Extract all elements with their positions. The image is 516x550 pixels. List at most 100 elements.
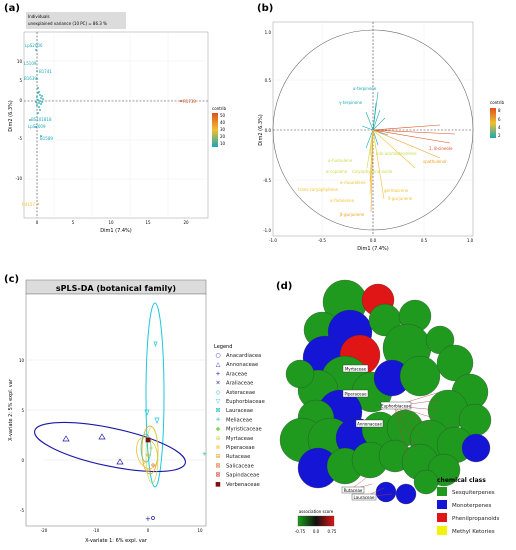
c-xlabel: X-variate 1: 6% expl. var xyxy=(85,538,148,544)
a-legend-tick-0: 50 xyxy=(220,113,226,118)
info-line-1: Individuals xyxy=(28,14,50,19)
d-class-label-2: Phenilpropanoids xyxy=(452,516,499,522)
b-legend-tick-3: 2 xyxy=(498,133,501,138)
d-node-circle-8 xyxy=(436,344,474,382)
a-ytick-1: 5 xyxy=(19,78,22,83)
b-xtick-2: 0.0 xyxy=(370,238,377,243)
c-legend-symbol-4: ◇ xyxy=(216,389,221,396)
info-box xyxy=(26,12,126,29)
a-label-8: R4157 xyxy=(22,202,35,207)
panel-b-label: (b) xyxy=(257,3,273,14)
b-legend-title: contrib xyxy=(490,100,505,105)
d-class-title: chemical class xyxy=(437,477,486,484)
a-ytick-3: -5 xyxy=(18,136,22,141)
d-node-label-4: Rutaceae xyxy=(344,488,363,493)
d-scale-title: association score xyxy=(299,509,334,514)
a-point-R4157 xyxy=(37,203,39,205)
c-legend-label-1: Annonaceae xyxy=(226,362,258,368)
b-xtick-0: -1.0 xyxy=(269,238,277,243)
b-legend-tick-0: 8 xyxy=(498,108,501,113)
a-ytick-2: 0 xyxy=(19,98,22,103)
a-xtick-1: 5 xyxy=(72,220,75,225)
b-vec-label-12: β-gurjunene xyxy=(340,212,365,217)
d-scale-bar xyxy=(297,515,335,527)
panel-d: (d) Myrtaceae Piperaceae Euphorbiaceae A… xyxy=(276,279,499,535)
c-xtick-1: -10 xyxy=(93,528,100,533)
panel-a-label: (a) xyxy=(4,3,20,14)
b-vec-label-3: allo-aromadendrene xyxy=(376,151,417,156)
d-class-swatch-0 xyxy=(437,487,447,496)
d-node-circle-37 xyxy=(395,483,417,505)
c-legend-symbol-0: ○ xyxy=(215,352,220,359)
a-ylabel: Dim2 (6.3%) xyxy=(8,100,14,132)
d-scale-tick-0: -0.75 xyxy=(295,529,306,534)
c-legend-symbol-12: ⊠ xyxy=(215,462,220,469)
a-label-5: LpS2009 xyxy=(28,124,46,129)
b-ytick-2: 0.0 xyxy=(265,128,272,133)
a-ytick-0: 10 xyxy=(17,59,23,64)
d-node-circle-14 xyxy=(285,359,315,389)
c-ytick-3: -5 xyxy=(20,508,24,513)
c-legend-label-14: Verbenaceae xyxy=(226,482,260,488)
b-xtick-4: 1.0 xyxy=(467,238,474,243)
c-legend-label-11: Rutaceae xyxy=(226,454,250,460)
c-legend-symbol-13: ⊠ xyxy=(215,472,220,479)
b-legend-bar xyxy=(490,108,496,138)
svg-text:+: + xyxy=(145,515,151,523)
panel-c-label: (c) xyxy=(4,274,19,285)
b-vec-label-13: δ-gurjunene xyxy=(388,196,413,201)
c-legend-label-8: Myristicaceae xyxy=(226,427,262,433)
plot-area-a xyxy=(23,31,209,219)
d-node-label-2: Euphorbiaceae xyxy=(381,404,411,409)
b-ytick-0: 1.0 xyxy=(265,30,272,35)
c-legend-label-10: Piperaceae xyxy=(226,445,255,451)
a-points xyxy=(29,49,44,137)
b-vec-label-2: 1, 8-cineole xyxy=(429,146,453,151)
d-class-swatch-1 xyxy=(437,500,447,509)
svg-text:✳: ✳ xyxy=(202,451,207,458)
c-ellipse-euphorbiaceae xyxy=(145,302,165,488)
a-legend-tick-2: 30 xyxy=(220,127,226,132)
c-legend-symbol-3: × xyxy=(215,380,220,387)
c-legend-symbol-2: + xyxy=(215,370,220,377)
b-ytick-4: -1.0 xyxy=(263,228,271,233)
b-legend-tick-1: 6 xyxy=(498,117,501,122)
b-vectors xyxy=(361,91,456,213)
d-class-swatch-3 xyxy=(437,526,447,535)
d-network xyxy=(279,279,492,505)
b-xtick-1: -0.5 xyxy=(318,238,326,243)
c-ellipse-teal xyxy=(140,433,152,463)
a-xtick-0: 0 xyxy=(36,220,39,225)
c-legend-symbol-11: ⊞ xyxy=(215,453,220,460)
d-node-label-0: Myrtaceae xyxy=(345,367,367,372)
a-label-6: B1589 xyxy=(40,136,53,141)
d-class-label-3: Methyl Ketories xyxy=(452,529,495,535)
a-legend-tick-3: 20 xyxy=(220,134,226,139)
panel-c: (c) sPLS-DA (botanical family) + ✳ xyxy=(4,274,265,544)
a-label-7: R1739 xyxy=(183,99,196,104)
d-scale-tick-1: 0.0 xyxy=(313,529,320,534)
c-legend-symbol-7: ✳ xyxy=(215,416,220,423)
b-xtick-3: 0.5 xyxy=(421,238,428,243)
c-ellipse-annonaceae xyxy=(34,421,186,473)
a-legend-tick-1: 40 xyxy=(220,120,226,125)
d-node-circle-29 xyxy=(461,433,491,463)
c-xtick-2: 0 xyxy=(147,528,150,533)
c-ylabel: X-variate 2: 5% expl. var xyxy=(8,378,14,441)
c-legend-symbol-8: ◆ xyxy=(216,426,221,433)
b-vec-label-10: germacrene xyxy=(384,188,409,193)
a-xtick-3: 15 xyxy=(145,220,151,225)
c-legend-label-13: Sapindaceae xyxy=(226,473,259,479)
a-label-0: LpS2006 xyxy=(25,43,43,48)
a-legend-title: contrib xyxy=(212,106,227,111)
d-node-labels: Myrtaceae Piperaceae Euphorbiaceae Annon… xyxy=(341,364,411,501)
b-vec-label-8: α-muurolene xyxy=(340,180,366,185)
a-label-4: BS101818 xyxy=(31,117,52,122)
d-node-circle-36 xyxy=(375,481,397,503)
grid-a xyxy=(24,32,208,218)
c-legend-label-6: Lauraceae xyxy=(226,408,253,414)
d-node-circle-38 xyxy=(413,469,439,495)
b-legend-tick-2: 4 xyxy=(498,125,501,130)
d-class-label-0: Sesquiterpenes xyxy=(452,490,495,496)
